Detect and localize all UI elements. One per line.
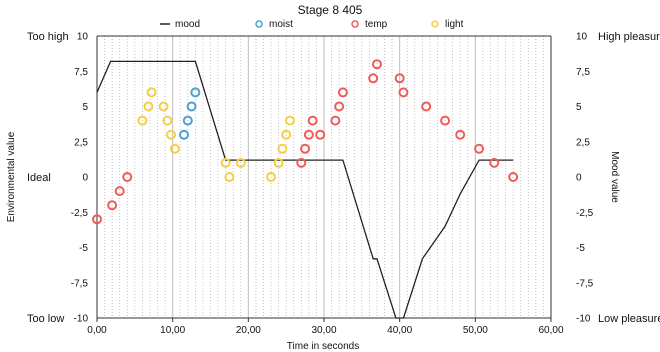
data-point-moist (186, 101, 197, 112)
chart-title: Stage 8 405 (298, 3, 363, 17)
data-point-light (273, 157, 284, 168)
data-point-light (166, 129, 177, 140)
x-tick-label: 60,00 (538, 325, 563, 336)
x-tick-label: 40,00 (387, 325, 412, 336)
data-point-temp (107, 200, 118, 211)
data-point-temp (421, 101, 432, 112)
data-point-temp (368, 73, 379, 84)
y-tick-label-left: -7,5 (71, 278, 89, 289)
data-point-temp (92, 214, 102, 225)
y-axis-title-right: Mood value (609, 151, 620, 203)
data-point-light (266, 172, 277, 182)
left-side-label: Ideal (27, 172, 51, 184)
legend-label-temp: temp (365, 19, 388, 30)
side-labels: Too high Ideal Too low High pleasure Low ple… (27, 31, 660, 325)
x-tick-label: 20,00 (236, 325, 261, 336)
data-point-light (235, 157, 246, 168)
legend: mood moist temp light (160, 19, 464, 30)
data-point-temp (337, 87, 348, 98)
data-point-temp (398, 87, 409, 98)
data-point-temp (114, 186, 125, 197)
data-point-temp (296, 157, 307, 168)
y-tick-label-left: 5 (82, 102, 88, 113)
y-tick-label-right: 0 (576, 173, 582, 184)
series-layer (92, 59, 519, 319)
data-point-temp (371, 59, 382, 70)
y-tick-label-right: 2,5 (576, 137, 590, 148)
data-point-light (146, 87, 157, 98)
data-point-light (137, 115, 148, 126)
data-point-light (158, 101, 169, 112)
left-side-label: Too high (27, 31, 69, 43)
data-point-temp (455, 129, 466, 140)
series-line-mood (96, 60, 514, 319)
y-tick-label-right: -2,5 (576, 208, 594, 219)
data-point-light (277, 143, 288, 154)
legend-marker-temp (351, 20, 359, 28)
x-tick-label: 0,00 (87, 325, 107, 336)
data-point-light (224, 172, 235, 182)
data-point-moist (182, 115, 193, 126)
y-tick-label-right: 7,5 (576, 67, 590, 78)
data-point-temp (394, 73, 405, 84)
y-tick-label-left: -5 (79, 243, 88, 254)
x-tick-label: 10,00 (160, 325, 185, 336)
axes (96, 35, 552, 322)
y-tick-label-right: -10 (576, 314, 591, 325)
y-tick-label-left: 10 (77, 32, 89, 43)
data-point-light (169, 143, 180, 154)
data-point-temp (440, 115, 451, 126)
data-point-temp (303, 129, 314, 140)
legend-label-mood: mood (175, 19, 200, 30)
tick-labels: 0,00 10,00 20,00 30,00 40,00 50,00 60,00 -10 -10… (71, 32, 594, 337)
y-tick-label-right: 5 (576, 102, 582, 113)
legend-label-moist: moist (269, 19, 293, 30)
data-point-temp (330, 115, 341, 126)
y-tick-label-left: 2,5 (74, 137, 88, 148)
data-point-light (281, 129, 292, 140)
y-tick-label-right: 10 (576, 32, 588, 43)
data-point-moist (190, 87, 201, 98)
data-point-temp (334, 101, 345, 112)
y-tick-label-right: -7,5 (576, 278, 594, 289)
x-tick-label: 50,00 (463, 325, 488, 336)
data-point-temp (474, 143, 485, 154)
y-tick-label-left: -2,5 (71, 208, 89, 219)
y-tick-label-left: 0 (82, 173, 88, 184)
y-tick-label-left: -10 (74, 314, 89, 325)
right-side-label: High pleasure (598, 31, 660, 43)
data-point-temp (508, 172, 519, 182)
data-point-temp (300, 143, 311, 154)
data-point-light (143, 101, 154, 112)
y-tick-label-left: 7,5 (74, 67, 88, 78)
data-point-moist (179, 129, 190, 140)
x-axis-title: Time in seconds (287, 341, 359, 352)
left-side-label: Too low (27, 313, 64, 325)
y-axis-title-left: Environmental value (6, 131, 17, 222)
legend-marker-light (431, 20, 439, 28)
right-side-label: Low pleasure (598, 313, 660, 325)
data-point-light (284, 115, 295, 126)
data-point-temp (315, 129, 326, 140)
legend-marker-moist (255, 20, 263, 28)
data-point-temp (489, 157, 500, 168)
data-point-temp (307, 115, 318, 126)
x-tick-label: 30,00 (311, 325, 336, 336)
data-point-temp (122, 172, 133, 182)
data-point-light (162, 115, 173, 126)
data-point-light (220, 157, 231, 168)
grid-lines (104, 36, 544, 318)
y-tick-label-right: -5 (576, 243, 585, 254)
legend-label-light: light (445, 19, 464, 30)
